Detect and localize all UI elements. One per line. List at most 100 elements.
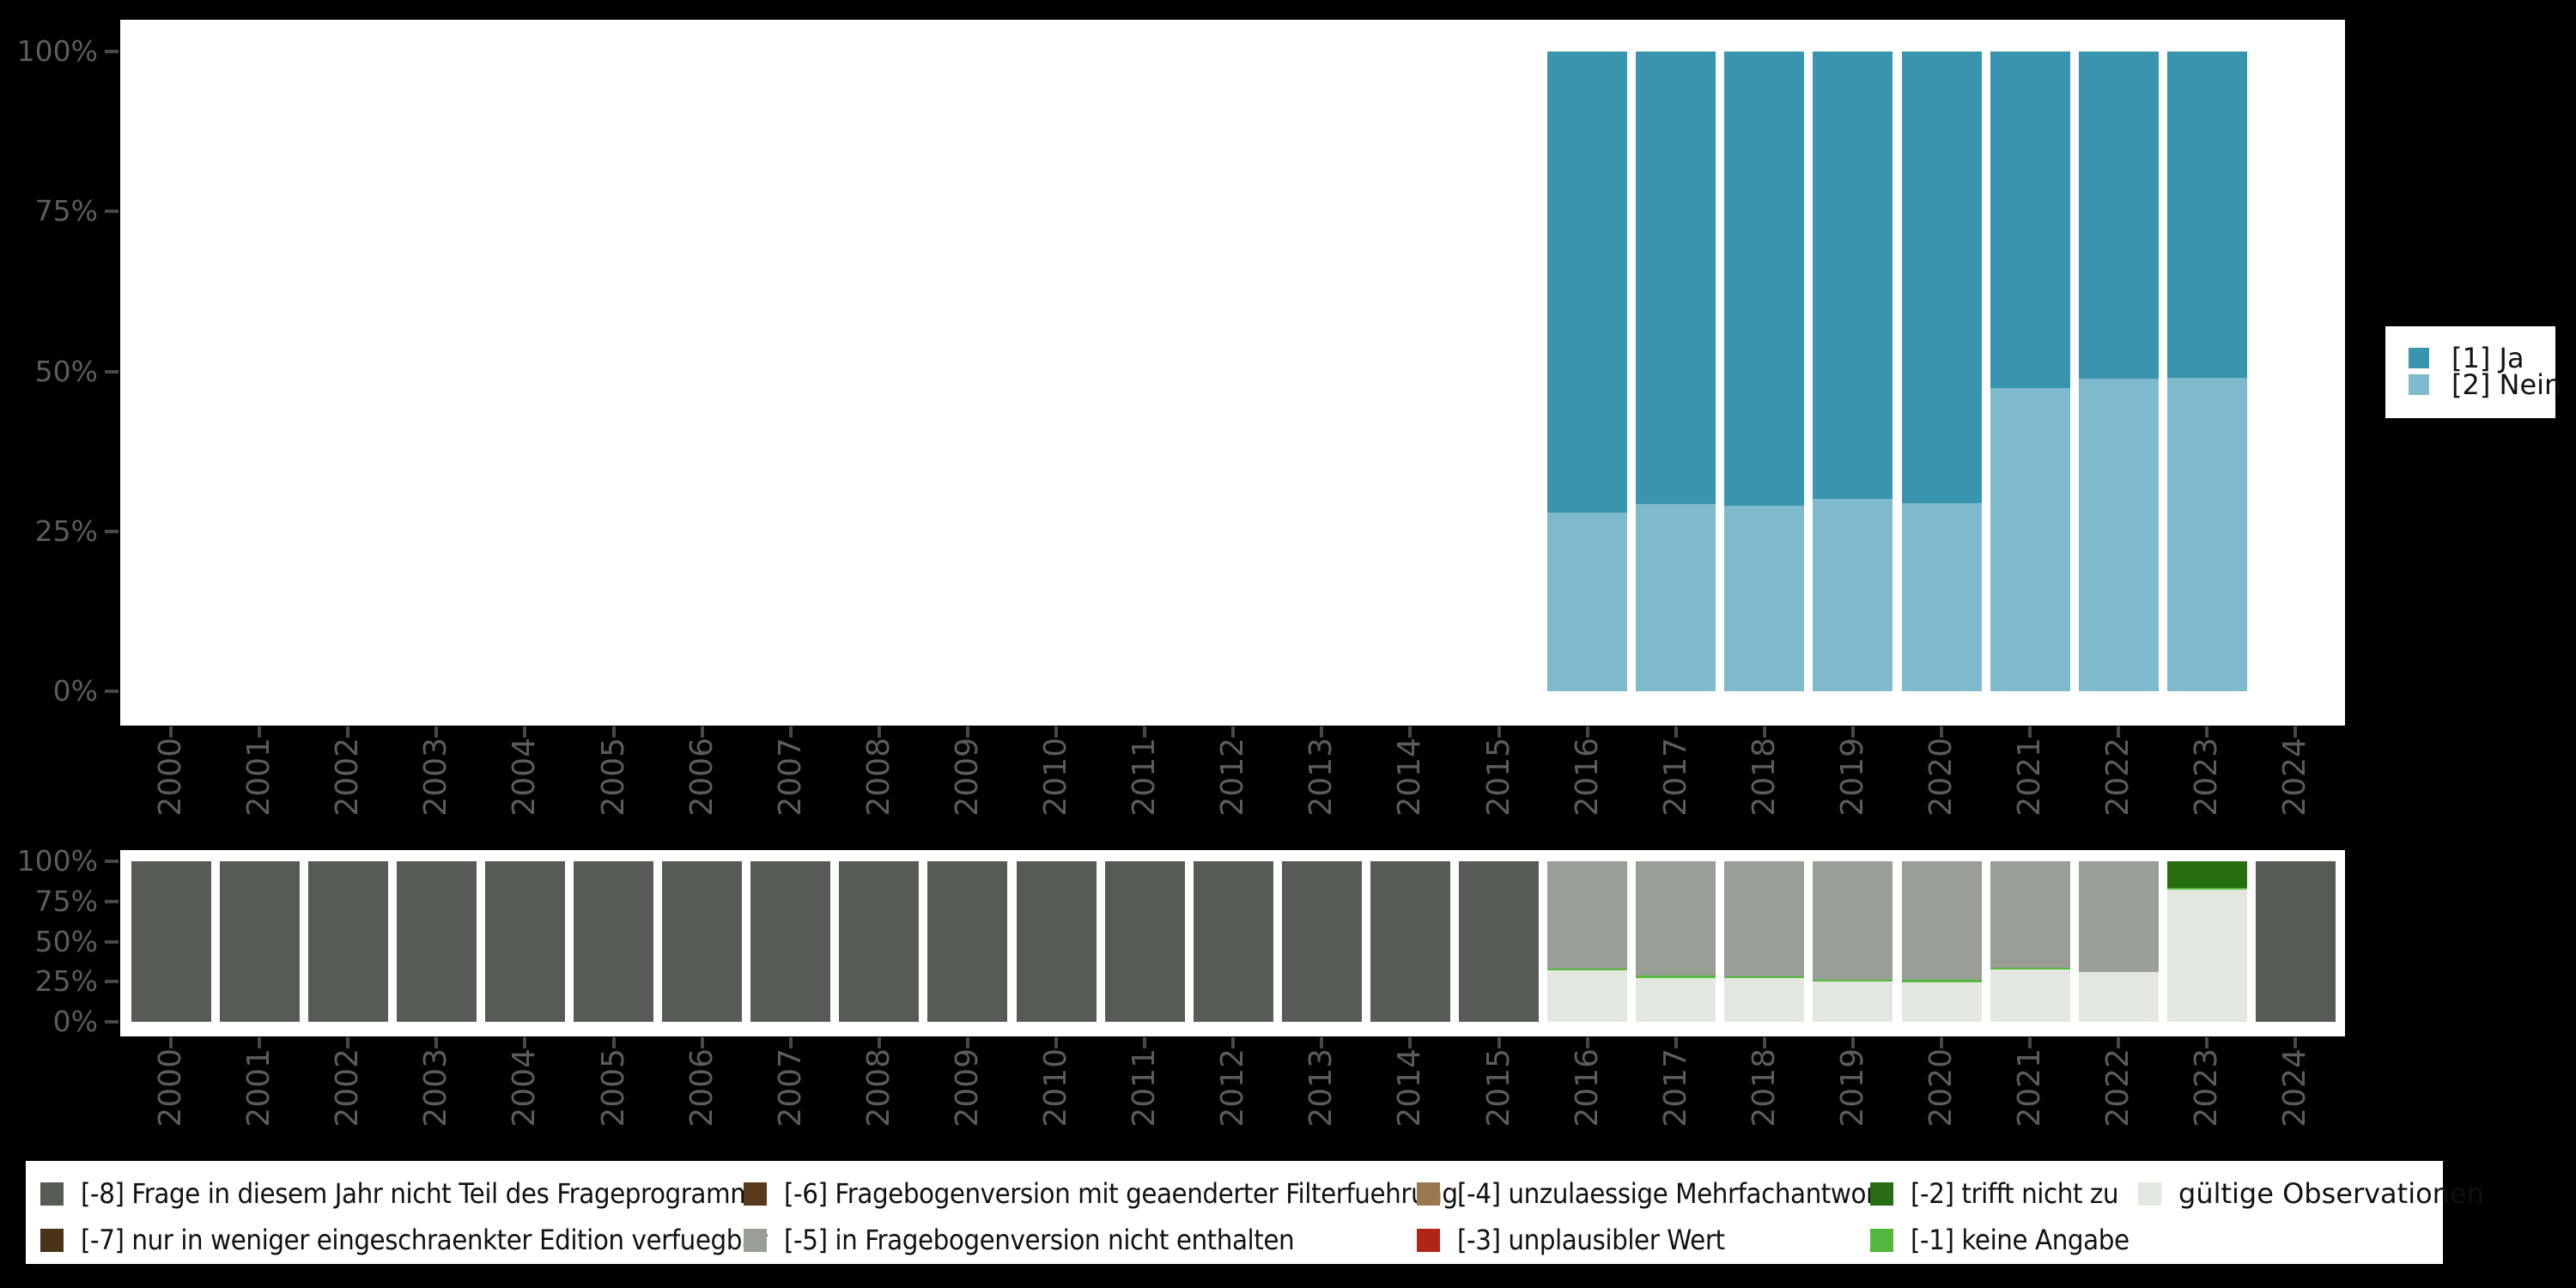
legend-label-m5: [-5] in Fragebogenversion nicht enthalte…	[784, 1224, 1295, 1256]
missings-segment-m5	[1636, 861, 1716, 976]
missings-x-tick	[1320, 1037, 1324, 1048]
answers-x-tick-label: 2017	[1657, 738, 1693, 817]
missings-x-tick	[1143, 1037, 1147, 1048]
missings-bar-2021	[1990, 861, 2070, 1022]
missings-segment-m1	[1901, 979, 1982, 982]
missings-bar-2010	[1016, 861, 1097, 1022]
missings-x-tick-label: 2013	[1303, 1048, 1340, 1127]
missings-y-tick-label: 25%	[34, 964, 98, 999]
answers-x-tick	[1231, 726, 1236, 738]
legend-label-m2: [-2] trifft nicht zu	[1911, 1177, 2119, 1210]
missings-segment-m5	[1990, 861, 2070, 969]
missings-x-tick-label: 2010	[1038, 1048, 1073, 1127]
answers-x-tick	[965, 726, 969, 738]
legend-label-m7: [-7] nur in weniger eingeschraenkter Edi…	[81, 1224, 768, 1256]
legend-item-m1: [-1] keine Angabe	[1870, 1224, 2148, 1256]
answers-y-tick	[105, 50, 118, 53]
legend-swatch-m6-icon	[744, 1182, 767, 1206]
missings-bar-2004	[484, 861, 565, 1022]
missings-x-tick	[965, 1037, 969, 1048]
answers-bar-2022	[2078, 52, 2159, 691]
answers-x-tick	[611, 726, 616, 738]
answers-x-tick-label: 2024	[2277, 738, 2313, 817]
missings-x-tick	[788, 1037, 793, 1048]
missings-segment-m1	[1724, 976, 1805, 979]
answers-y-tick-label: 75%	[34, 194, 98, 228]
missings-x-tick-label: 2016	[1569, 1048, 1605, 1127]
missings-bar-2014	[1370, 861, 1450, 1022]
missings-bar-2018	[1724, 861, 1805, 1022]
missings-x-tick-label: 2017	[1657, 1048, 1693, 1127]
missings-bar-2009	[927, 861, 1008, 1022]
missings-x-tick	[1585, 1037, 1589, 1048]
missings-bar-2008	[839, 861, 920, 1022]
answers-y-tick-label: 50%	[34, 354, 98, 388]
missings-bar-2020	[1901, 861, 1982, 1022]
missings-y-tick-label: 75%	[34, 884, 98, 918]
missings-x-tick-label: 2014	[1392, 1048, 1428, 1127]
missings-x-tick-label: 2011	[1127, 1048, 1163, 1127]
missings-bar-2012	[1193, 861, 1273, 1022]
answers-x-tick	[1320, 726, 1324, 738]
missings-x-tick	[1674, 1037, 1678, 1048]
legend-item-m3: [-3] unplausibler Wert	[1417, 1224, 1748, 1256]
missings-x-tick	[1408, 1037, 1413, 1048]
missings-x-tick-label: 2004	[507, 1048, 543, 1127]
answers-x-tick-label: 2008	[860, 738, 896, 817]
missings-x-tick-label: 2020	[1923, 1048, 1959, 1127]
legend-label-m1: [-1] keine Angabe	[1911, 1224, 2129, 1256]
answers-x-tick	[1585, 726, 1589, 738]
missings-x-tick	[611, 1037, 616, 1048]
answers-x-tick	[788, 726, 793, 738]
missings-x-tick-label: 2001	[241, 1048, 277, 1127]
missings-x-tick	[258, 1037, 262, 1048]
missings-y-tick-label: 50%	[34, 924, 98, 958]
missings-segment-m8	[2255, 861, 2336, 1022]
legend-label-valid: gültige Observationen	[2178, 1177, 2484, 1210]
answers-x-tick-label: 2018	[1746, 738, 1782, 817]
answers-segment-nein	[1547, 513, 1628, 691]
missings-segment-m8	[484, 861, 565, 1022]
missings-x-tick	[346, 1037, 350, 1048]
missings-segment-m8	[1459, 861, 1539, 1022]
legend-item-m8: [-8] Frage in diesem Jahr nicht Teil des…	[40, 1177, 827, 1210]
answers-y-tick-label: 0%	[52, 674, 98, 708]
missings-bar-2006	[662, 861, 743, 1022]
legend-swatch-m2-icon	[1870, 1182, 1893, 1206]
missings-x-tick-label: 2015	[1480, 1048, 1516, 1127]
missings-segment-m8	[219, 861, 300, 1022]
missings-x-tick-label: 2007	[772, 1048, 808, 1127]
missings-x-tick-label: 2000	[153, 1048, 188, 1127]
legend-label-nein: [2] Nein	[2451, 368, 2562, 401]
answers-x-tick-label: 2001	[241, 738, 277, 817]
missings-bar-2024	[2255, 861, 2336, 1022]
legend-swatch-valid-icon	[2138, 1182, 2161, 1206]
missings-segment-m8	[396, 861, 477, 1022]
answers-x-tick-label: 2013	[1303, 738, 1340, 817]
missings-segment-m8	[750, 861, 831, 1022]
missings-bar-2007	[750, 861, 831, 1022]
answers-x-tick-label: 2019	[1834, 738, 1870, 817]
answers-segment-nein	[1990, 387, 2070, 691]
missings-segment-valid	[1990, 969, 2070, 1022]
answers-x-tick	[523, 726, 527, 738]
answers-x-tick-label: 2009	[949, 738, 985, 817]
missings-x-tick	[2293, 1037, 2298, 1048]
answers-x-tick	[877, 726, 881, 738]
answers-x-tick	[1143, 726, 1147, 738]
answers-x-tick	[2117, 726, 2121, 738]
missings-segment-m1	[1636, 975, 1716, 978]
answers-y-tick	[105, 690, 118, 693]
answers-x-tick-label: 2004	[507, 738, 543, 817]
legend-swatch-m8-icon	[40, 1182, 64, 1206]
missings-y-tick	[105, 939, 118, 944]
answers-bar-2018	[1724, 52, 1805, 691]
legend-item-nein: [2] Nein	[2385, 368, 2561, 401]
missings-x-tick	[1054, 1037, 1058, 1048]
legend-item-m4: [-4] unzulaessige Mehrfachantwort	[1417, 1177, 1923, 1210]
answers-x-tick-label: 2010	[1038, 738, 1073, 817]
missings-x-tick-label: 2021	[2012, 1048, 2048, 1127]
legend-item-m7: [-7] nur in weniger eingeschraenkter Edi…	[40, 1224, 827, 1256]
missings-x-tick-label: 2023	[2189, 1048, 2225, 1127]
legend-swatch-m1-icon	[1870, 1228, 1893, 1252]
